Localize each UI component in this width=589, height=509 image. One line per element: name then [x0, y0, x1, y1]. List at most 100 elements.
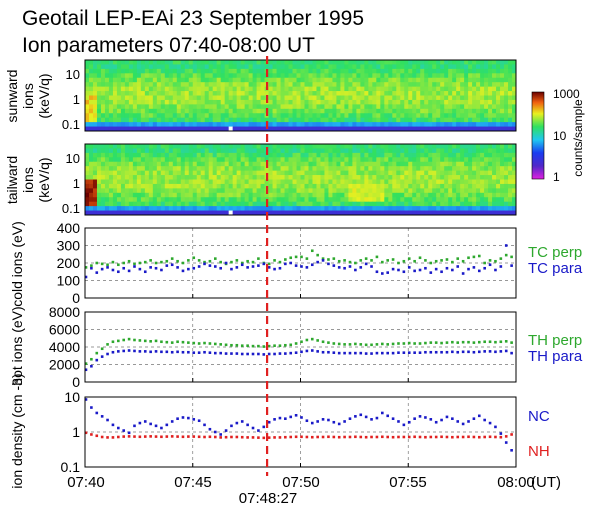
spectrogram-cell [420, 126, 425, 132]
spectrogram-cell [284, 108, 289, 114]
spectrogram-cell [264, 144, 269, 149]
spectrogram-cell [292, 192, 297, 198]
spectrogram-cell [224, 197, 230, 203]
spectrogram-cell [96, 206, 102, 211]
spectrogram-cell [228, 166, 234, 172]
spectrogram-cell [364, 179, 369, 185]
th-perp-point [488, 340, 492, 344]
spectrogram-cell [472, 188, 477, 194]
spectrogram-cell [356, 179, 361, 185]
spectrogram-cell [292, 201, 297, 207]
spectrogram-cell [204, 175, 210, 180]
spectrogram-cell [508, 108, 513, 114]
nh-point [375, 435, 379, 439]
tc-para-point [170, 263, 174, 267]
spectrogram-cell [484, 192, 489, 198]
spectrogram-cell [176, 197, 182, 203]
spectrogram-cell [416, 108, 421, 114]
spectrogram-cell [508, 60, 513, 65]
spectrogram-cell [104, 86, 110, 92]
spectrogram-cell [488, 77, 493, 83]
spectrogram-cell [468, 104, 473, 110]
spectrogram-cell [152, 99, 158, 105]
spectrogram-cell [488, 210, 493, 216]
spectrogram-cell [412, 68, 417, 74]
spectrogram-cell [360, 188, 365, 194]
spectrogram-cell [184, 117, 190, 123]
spectrogram-cell [392, 60, 397, 65]
spectrogram-cell [496, 152, 501, 158]
spectrogram-cell [436, 95, 441, 101]
spectrogram-cell [492, 201, 497, 207]
spectrogram-cell [156, 175, 162, 180]
spectrogram-cell [116, 91, 122, 96]
spectrogram-cell [320, 122, 325, 127]
spectrogram-cell [108, 148, 114, 154]
spectrogram-cell [372, 201, 377, 207]
spectrogram-cell [372, 122, 377, 127]
spectrogram-cell [408, 179, 413, 185]
spectrogram-cell [220, 175, 226, 180]
spectrogram-cell [128, 126, 134, 132]
spectrogram-cell [300, 170, 305, 176]
spectrogram-cell [428, 113, 433, 119]
spectrogram-cell [184, 68, 190, 74]
spectrogram-cell [300, 64, 305, 70]
spectrogram-cell [124, 175, 130, 180]
spectrogram-cell [432, 68, 437, 74]
spectrogram-cell [424, 210, 429, 216]
spectrogram-cell [192, 148, 198, 154]
spectrogram-cell [496, 68, 501, 74]
spectrogram-cell [280, 175, 285, 180]
spectrogram-cell [232, 77, 238, 83]
spectrogram-cell [388, 108, 393, 114]
spectrogram-cell [132, 144, 138, 149]
nh-point [149, 435, 152, 438]
spectrogram-cell [464, 73, 469, 79]
spectrogram-cell [440, 179, 445, 185]
spectrogram-cell [124, 108, 130, 114]
spectrogram-cell [460, 113, 465, 119]
spectrogram-cell [224, 161, 230, 167]
spectrogram-cell [112, 201, 118, 207]
spectrogram-cell [380, 179, 385, 185]
spectrogram-cell [164, 210, 170, 216]
spectrogram-cell [100, 206, 106, 211]
spectrogram-cell [336, 64, 341, 70]
spectrogram-cell [100, 157, 106, 163]
spectrogram-cell [296, 161, 301, 167]
spectrogram-cell [128, 95, 134, 101]
spectrogram-cell [136, 179, 142, 185]
spectrogram-cell [396, 197, 401, 203]
spectrogram-cell [204, 77, 210, 83]
spectrogram-cell [168, 126, 174, 132]
spectrogram-cell [216, 197, 222, 203]
spectrogram-cell [152, 152, 158, 158]
spectrogram-cell [480, 152, 485, 158]
nc-point [472, 417, 476, 420]
spectrogram-cell [228, 183, 234, 189]
spectrogram-cell [328, 126, 333, 132]
spectrogram-cell [184, 170, 190, 176]
spectrogram-cell [292, 77, 297, 83]
spectrogram-cell [276, 148, 281, 154]
spectrogram-cell [216, 122, 222, 127]
spectrogram-cell [248, 122, 254, 127]
tc-perp-point [170, 257, 174, 260]
spectrogram-cell [108, 113, 114, 119]
spectrogram-cell [480, 206, 485, 211]
spectrogram-cell [392, 148, 397, 154]
spectrogram-cell [216, 183, 222, 189]
spectrogram-cell [192, 86, 198, 92]
spectrogram-cell [380, 117, 385, 123]
spectrogram-cell [332, 113, 337, 119]
spectrogram-cell [232, 210, 238, 216]
spectrogram-cell [476, 68, 481, 74]
spectrogram-cell [188, 68, 194, 74]
spectrogram-cell [432, 192, 437, 198]
spectrogram-cell [380, 126, 385, 132]
spectrogram-cell [272, 201, 277, 207]
nh-point [348, 435, 352, 439]
spectrogram-cell [368, 122, 373, 127]
spectrogram-cell [452, 148, 457, 154]
